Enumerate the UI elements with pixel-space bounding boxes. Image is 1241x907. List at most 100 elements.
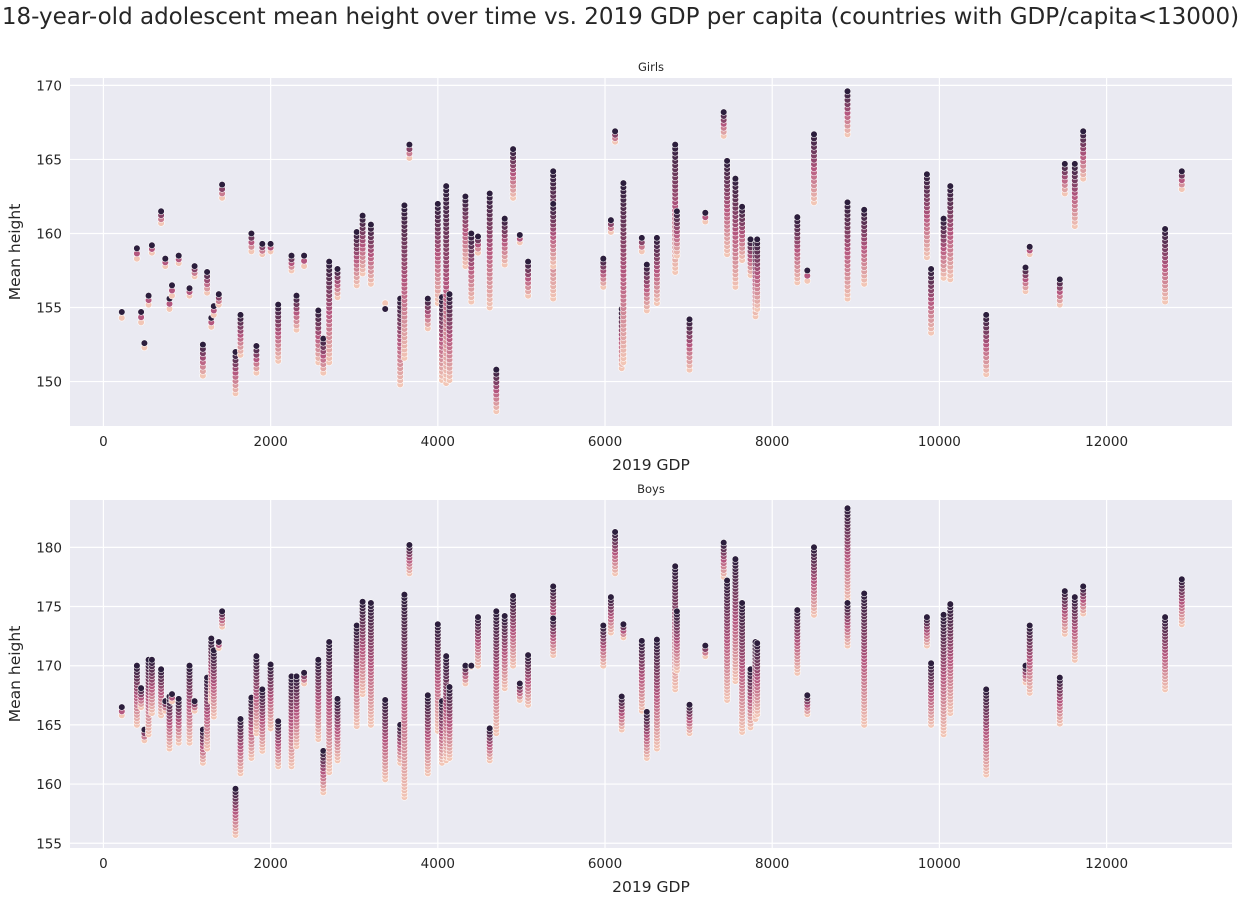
- data-point: [118, 314, 126, 322]
- data-point: [258, 685, 266, 693]
- data-point: [923, 170, 931, 178]
- data-point: [185, 662, 194, 670]
- data-point: [292, 292, 301, 300]
- subplot-girls: 0 2000 4000 6000 8000 10000 12000 150 155 160 165 1…: [6, 60, 1232, 474]
- data-point: [946, 182, 954, 190]
- data-point: [549, 167, 557, 175]
- data-point: [424, 295, 432, 303]
- data-point: [701, 642, 709, 650]
- data-point: [467, 662, 475, 670]
- x-tick-label: 2000: [253, 434, 287, 450]
- data-point: [133, 244, 141, 252]
- data-point: [292, 672, 301, 680]
- x-tick-label: 4000: [421, 856, 455, 872]
- data-point: [501, 612, 509, 620]
- x-tick-label: 6000: [588, 856, 622, 872]
- data-point: [516, 231, 524, 239]
- y-tick-label: 165: [36, 718, 62, 734]
- y-axis-label: Mean height: [6, 204, 24, 301]
- data-point: [638, 637, 646, 645]
- plot-area: [70, 500, 1232, 848]
- data-point: [442, 182, 450, 190]
- data-point: [445, 683, 454, 691]
- data-point: [753, 639, 761, 647]
- data-point: [803, 691, 811, 699]
- data-point: [258, 240, 266, 248]
- data-point: [333, 265, 342, 273]
- data-point: [199, 341, 207, 349]
- data-point: [643, 261, 651, 269]
- data-point: [599, 255, 607, 263]
- data-point: [860, 206, 868, 214]
- data-point: [940, 215, 948, 223]
- data-point: [860, 589, 868, 598]
- x-tick-label: 6000: [588, 434, 622, 450]
- data-point: [133, 662, 141, 670]
- data-point: [434, 620, 442, 628]
- x-axis-label: 2019 GDP: [612, 878, 690, 896]
- data-point: [653, 234, 661, 242]
- data-point: [619, 179, 627, 187]
- data-point: [353, 621, 361, 630]
- data-point: [314, 306, 322, 315]
- data-point: [1026, 621, 1034, 630]
- data-point: [671, 141, 679, 149]
- x-tick-label: 12000: [1085, 856, 1128, 872]
- data-point: [367, 221, 375, 229]
- x-tick-label: 4000: [421, 434, 455, 450]
- data-point: [549, 614, 557, 622]
- data-point: [843, 87, 852, 95]
- data-point: [1021, 263, 1030, 272]
- x-axis-label: 2019 GDP: [612, 456, 690, 474]
- data-point: [927, 265, 935, 273]
- subplot-title: Girls: [638, 60, 664, 74]
- data-point: [191, 697, 199, 705]
- data-point: [236, 311, 245, 319]
- data-point: [685, 315, 694, 323]
- data-point: [461, 192, 469, 201]
- x-tick-label: 8000: [755, 434, 789, 450]
- data-point: [405, 541, 413, 549]
- data-point: [673, 207, 681, 215]
- data-point: [203, 268, 211, 276]
- data-point: [145, 292, 153, 300]
- data-point: [486, 189, 494, 198]
- data-point: [267, 240, 275, 248]
- data-point: [501, 215, 509, 223]
- data-point: [474, 232, 482, 241]
- data-point: [424, 691, 432, 699]
- data-point: [267, 660, 275, 669]
- data-point: [474, 613, 482, 621]
- subplot-title: Boys: [637, 482, 665, 496]
- data-point: [218, 607, 226, 615]
- x-tick-label: 12000: [1085, 434, 1128, 450]
- data-point: [333, 695, 342, 703]
- data-point: [319, 335, 327, 343]
- data-point: [442, 652, 450, 660]
- data-point: [1079, 127, 1087, 135]
- data-point: [982, 311, 990, 319]
- data-point: [524, 651, 532, 659]
- data-point: [405, 141, 413, 149]
- x-tick-label: 0: [99, 856, 108, 872]
- data-point: [137, 684, 145, 692]
- data-point: [619, 620, 627, 628]
- data-point: [723, 157, 731, 165]
- data-point: [549, 200, 557, 208]
- data-point: [810, 130, 818, 138]
- data-point: [314, 656, 322, 664]
- y-tick-label: 155: [36, 836, 62, 852]
- data-point: [319, 747, 327, 755]
- data-point: [738, 599, 746, 607]
- data-point: [247, 229, 255, 238]
- data-point: [607, 216, 615, 224]
- data-point: [731, 555, 739, 563]
- data-point: [671, 562, 679, 570]
- data-point: [359, 212, 367, 220]
- data-point: [400, 591, 408, 599]
- y-tick-label: 170: [36, 659, 62, 675]
- data-point: [274, 717, 282, 725]
- data-point: [1056, 275, 1064, 283]
- y-tick-label: 150: [36, 375, 62, 391]
